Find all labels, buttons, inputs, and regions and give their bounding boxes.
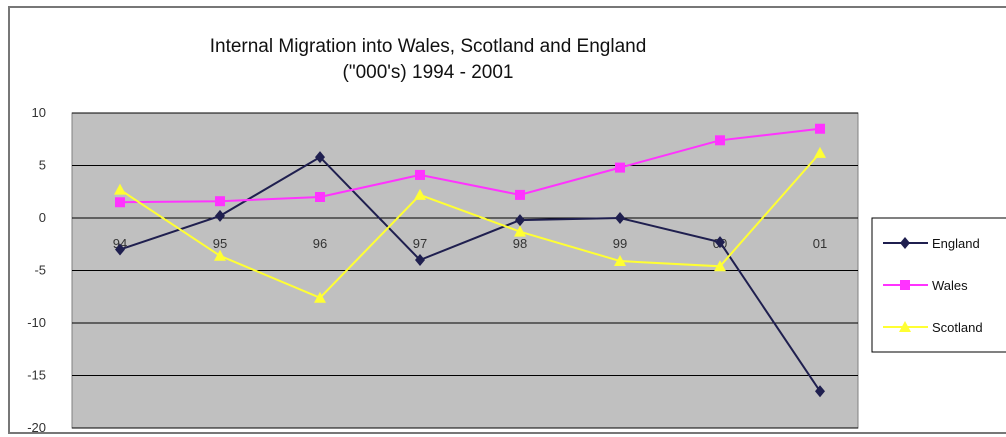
x-tick-label: 96: [313, 236, 327, 251]
series-line-scotland: [119, 152, 821, 299]
data-point-wales: [715, 135, 725, 146]
data-point-england: [315, 151, 325, 164]
chart-title-line-1: Internal Migration into Wales, Scotland …: [210, 36, 647, 57]
x-tick-label: 95: [213, 236, 227, 251]
data-point-england: [815, 385, 825, 398]
series-line-wales: [119, 127, 821, 204]
y-tick-label: -20: [27, 420, 46, 435]
series-line-england: [119, 155, 821, 392]
legend-marker-wales: [900, 280, 910, 290]
data-point-wales: [315, 192, 325, 202]
chart-title-line-2: ("000's) 1994 - 2001: [343, 62, 514, 83]
data-point-wales: [215, 196, 225, 207]
y-tick-label: 10: [32, 105, 46, 120]
x-tick-label: 01: [813, 236, 827, 251]
legend-marker-england: [900, 237, 910, 249]
data-point-england: [715, 236, 725, 249]
data-point-scotland: [214, 249, 226, 261]
x-tick-label: 97: [413, 236, 427, 251]
data-point-scotland: [114, 183, 126, 195]
data-point-scotland: [614, 255, 626, 267]
data-point-scotland: [714, 260, 726, 272]
data-point-england: [115, 243, 125, 256]
y-tick-label: -15: [27, 368, 46, 383]
data-point-wales: [115, 197, 125, 208]
legend-label-scotland: Scotland: [932, 320, 983, 335]
data-point-england: [615, 212, 625, 224]
data-point-wales: [515, 189, 525, 200]
legend-label-england: England: [932, 236, 980, 251]
data-point-england: [515, 214, 525, 227]
data-point-wales: [615, 162, 625, 173]
data-point-england: [215, 209, 225, 222]
y-tick-label: -5: [34, 263, 46, 278]
data-point-scotland: [314, 291, 326, 303]
x-tick-label: 98: [513, 236, 527, 251]
y-tick-label: 0: [39, 210, 46, 225]
x-tick-label: 99: [613, 236, 627, 251]
legend-marker-scotland: [899, 321, 911, 332]
data-point-england: [415, 254, 425, 266]
y-tick-label: 5: [39, 158, 46, 173]
legend-label-wales: Wales: [932, 278, 968, 293]
y-tick-label: -10: [27, 315, 46, 330]
data-point-wales: [415, 169, 425, 180]
data-point-scotland: [514, 225, 526, 237]
data-point-scotland: [414, 188, 426, 200]
data-point-wales: [815, 123, 825, 134]
data-point-scotland: [814, 146, 826, 158]
